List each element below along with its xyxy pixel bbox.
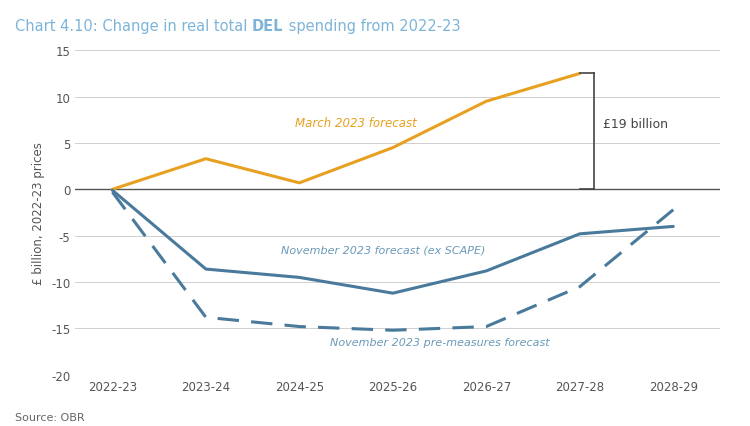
Text: Source: OBR: Source: OBR: [15, 412, 85, 422]
Text: November 2023 pre-measures forecast: November 2023 pre-measures forecast: [330, 337, 550, 348]
Text: spending from 2022-23: spending from 2022-23: [284, 19, 460, 34]
Text: Chart 4.10: Change in real total: Chart 4.10: Change in real total: [15, 19, 252, 34]
Text: March 2023 forecast: March 2023 forecast: [295, 117, 416, 130]
Text: November 2023 forecast (ex SCAPE): November 2023 forecast (ex SCAPE): [281, 245, 486, 255]
Text: £19 billion: £19 billion: [603, 118, 668, 131]
Y-axis label: £ billion, 2022-23 prices: £ billion, 2022-23 prices: [32, 142, 45, 284]
Text: DEL: DEL: [252, 19, 284, 34]
